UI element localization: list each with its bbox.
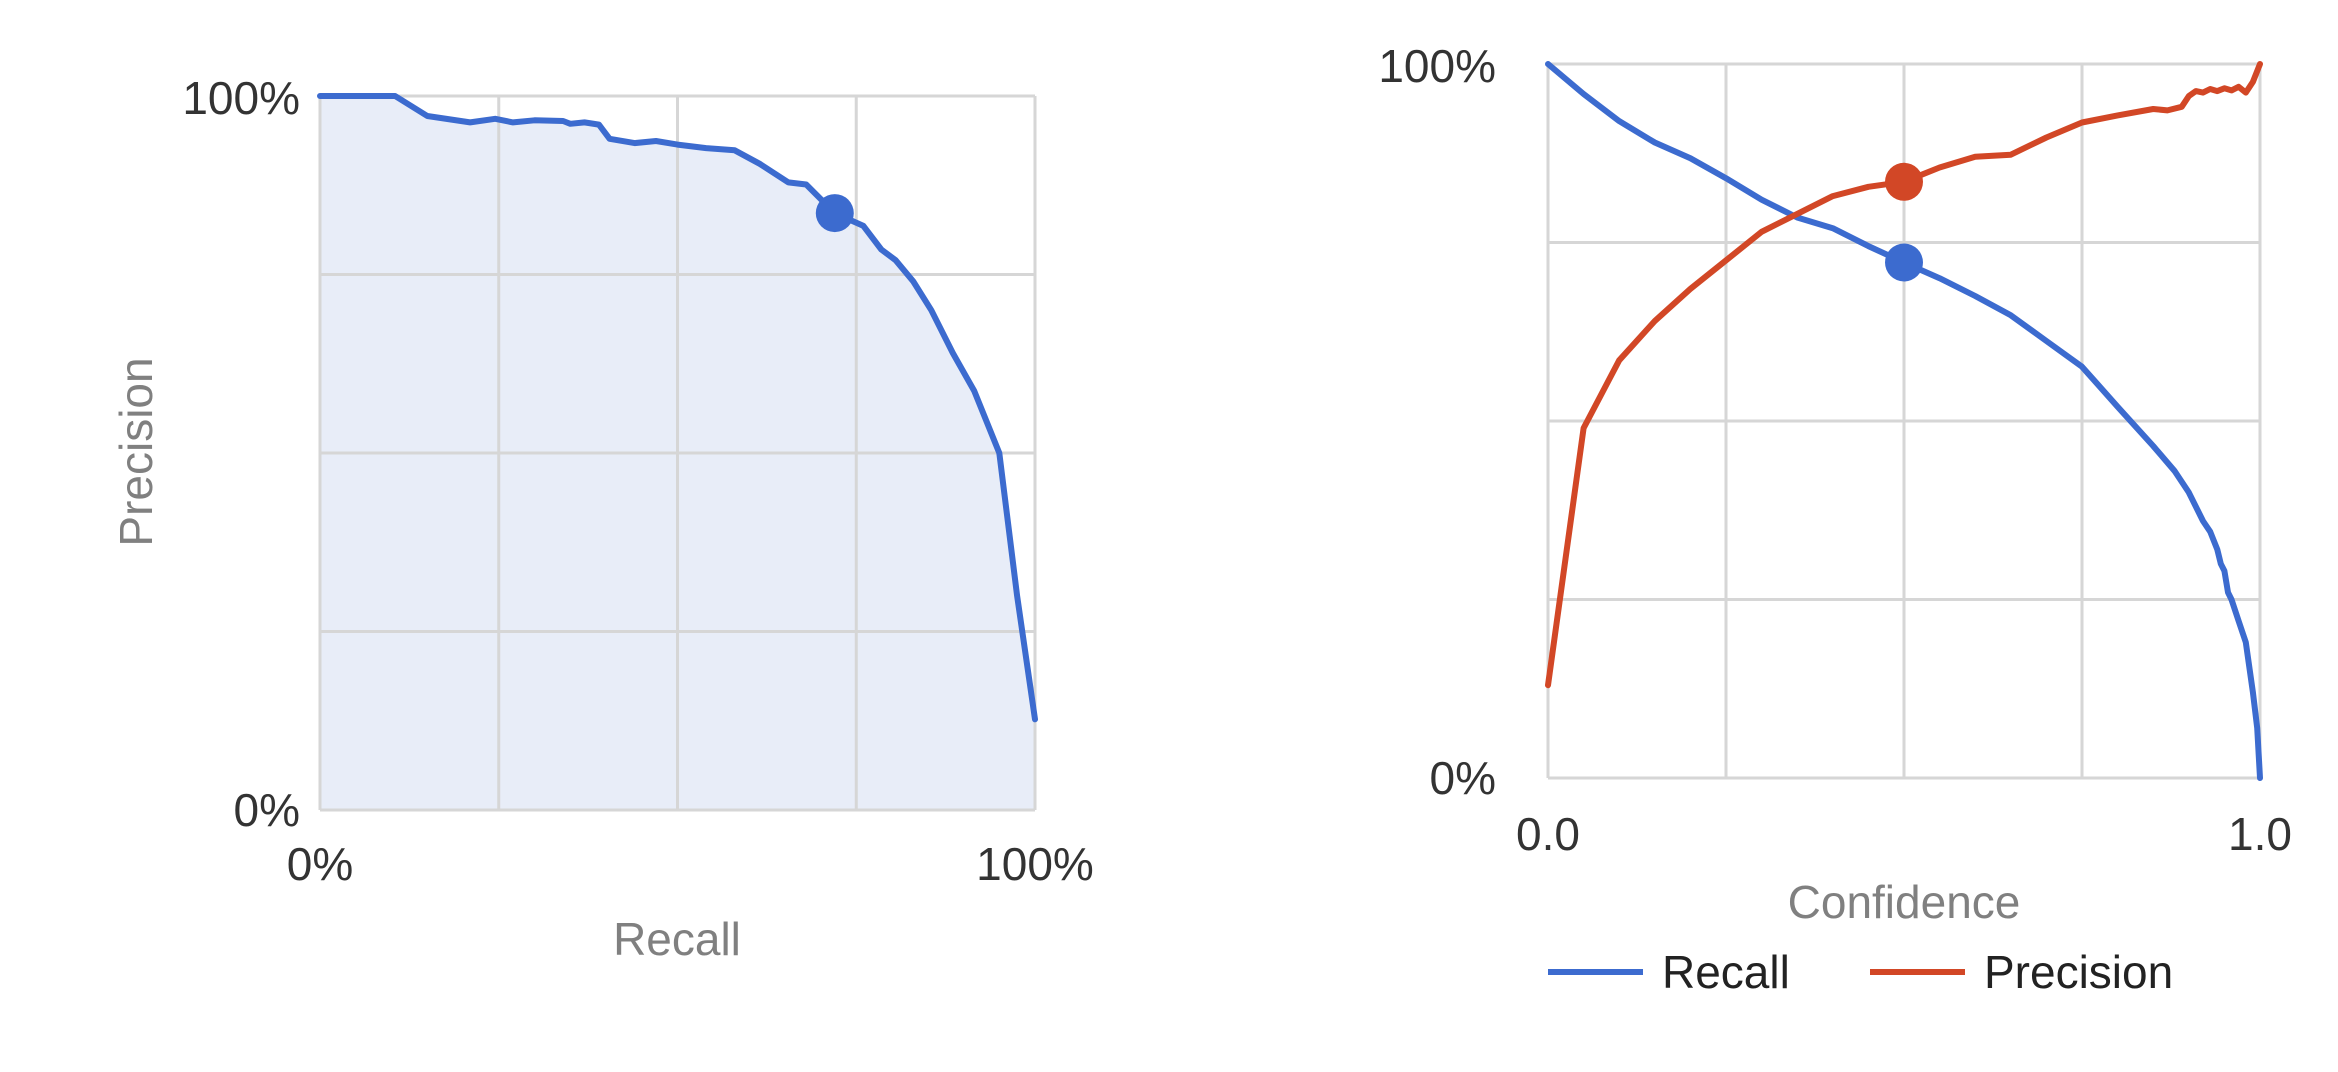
conf-x-tick-left: 0.0 [1516, 808, 1580, 860]
recall-threshold-marker[interactable] [1885, 243, 1923, 282]
legend-recall-label[interactable]: Recall [1662, 946, 1790, 998]
conf-y-tick-bottom: 0% [1430, 752, 1496, 804]
conf-x-axis-title: Confidence [1788, 876, 2021, 928]
confidence-grid [1546, 62, 2262, 780]
precision-line [1545, 61, 2263, 689]
conf-x-tick-right: 1.0 [2228, 808, 2292, 860]
precision-threshold-marker[interactable] [1885, 162, 1923, 201]
legend: Recall Precision [1548, 946, 2173, 998]
confidence-chart: 100% 0% 0.0 1.0 Confidence Recall Precis… [1378, 40, 2292, 998]
pr-x-axis-title: Recall [613, 913, 741, 965]
pr-y-axis-title: Precision [110, 357, 162, 546]
precision-recall-chart: 100% 0% 0% 100% Recall Precision [110, 72, 1094, 965]
pr-y-tick-bottom: 0% [234, 784, 300, 836]
pr-x-tick-right: 100% [976, 838, 1094, 890]
legend-precision-label[interactable]: Precision [1984, 946, 2173, 998]
pr-grid [318, 94, 1037, 812]
pr-threshold-marker[interactable] [815, 194, 854, 233]
pr-y-tick-top: 100% [182, 72, 300, 124]
recall-line [1545, 61, 2263, 781]
conf-y-tick-top: 100% [1378, 40, 1496, 92]
pr-curve-line [317, 93, 1038, 723]
pr-x-tick-left: 0% [287, 838, 353, 890]
